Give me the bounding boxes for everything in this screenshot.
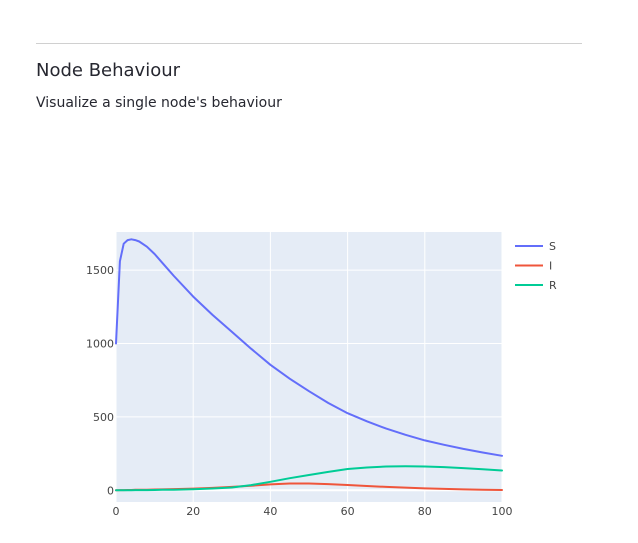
x-tick-label: 0 (113, 505, 120, 518)
y-tick-label: 1500 (86, 264, 114, 277)
x-tick-label: 100 (492, 505, 513, 518)
series-line-r[interactable] (115, 465, 503, 492)
y-tick-label: 1000 (86, 338, 114, 351)
page-subtitle: Visualize a single node's behaviour (36, 95, 282, 111)
x-tick-label: 40 (263, 505, 277, 518)
legend-item-r[interactable]: R (515, 279, 557, 292)
chart-legend[interactable]: SIR (515, 240, 557, 292)
y-tick-label: 500 (93, 411, 114, 424)
legend-label: I (549, 260, 552, 273)
legend-label: S (549, 240, 556, 253)
x-gridlines (115, 232, 503, 502)
plot-area (116, 232, 502, 502)
legend-item-i[interactable]: I (515, 260, 552, 273)
x-tick-label: 60 (341, 505, 355, 518)
x-tick-label: 20 (186, 505, 200, 518)
legend-label: R (549, 279, 557, 292)
series-lines (115, 238, 503, 492)
x-tick-label: 80 (418, 505, 432, 518)
page-title: Node Behaviour (36, 60, 181, 81)
header-divider (36, 43, 582, 44)
series-line-s[interactable] (115, 238, 503, 457)
x-axis-ticks: 0 20 40 60 80 100 (113, 505, 513, 518)
legend-item-s[interactable]: S (515, 240, 556, 253)
y-axis-ticks: 0 500 1000 1500 (86, 264, 114, 497)
y-tick-label: 0 (107, 484, 114, 497)
